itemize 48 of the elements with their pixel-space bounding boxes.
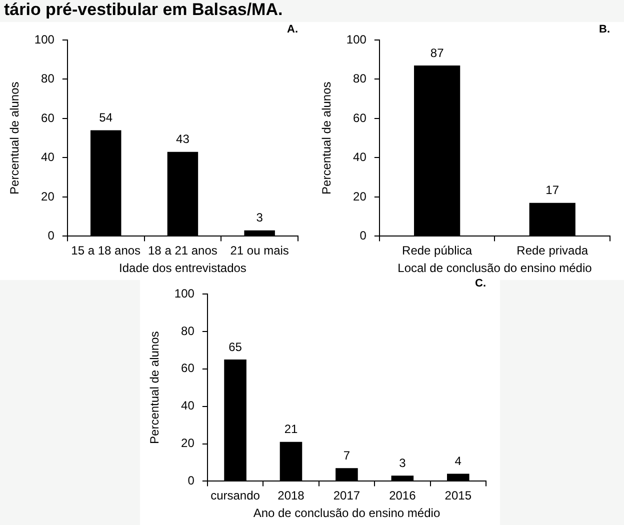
x-tick-label: Rede privada	[516, 244, 588, 258]
y-tick-label: 80	[181, 324, 195, 338]
x-tick-label: 2018	[278, 488, 305, 503]
y-tick-label: 40	[41, 150, 55, 164]
data-label: 3	[256, 210, 264, 225]
y-tick-label: 40	[353, 150, 367, 164]
y-tick-label: 20	[41, 189, 55, 204]
x-tick-label: 21 ou mais	[230, 244, 289, 258]
x-tick-label: 2016	[389, 488, 416, 503]
data-label: 65	[228, 340, 242, 354]
y-tick-label: 100	[34, 32, 55, 46]
y-tick-label: 0	[188, 474, 195, 488]
x-axis-title: Ano de conclusão do ensino médio	[253, 506, 440, 520]
x-tick-label: 2015	[444, 488, 472, 503]
y-tick-label: 60	[181, 361, 195, 376]
y-axis-title: Percentual de alunos	[148, 331, 162, 444]
y-tick-label: 100	[346, 32, 367, 46]
y-tick-label: 0	[360, 228, 367, 243]
x-tick-label: 2017	[333, 488, 360, 503]
data-label: 4	[454, 454, 462, 468]
y-tick-label: 0	[48, 228, 55, 243]
x-tick-label: 15 a 18 anos	[71, 244, 141, 258]
data-label: 3	[399, 456, 406, 470]
x-tick-label: Rede pública	[402, 244, 472, 258]
text: A.	[287, 24, 298, 36]
y-tick-label: 60	[41, 110, 55, 125]
x-axis-title: Idade dos entrevistados	[119, 261, 246, 276]
data-label: 7	[343, 448, 350, 462]
y-tick-label: 100	[174, 286, 195, 300]
y-tick-label: 20	[353, 189, 367, 204]
chart-title: tário pré-vestibular em Balsas/MA.	[3, 0, 284, 20]
y-axis-title: Percentual de alunos	[8, 82, 22, 194]
y-tick-label: 80	[41, 72, 55, 86]
y-tick-label: 20	[181, 436, 195, 450]
text: C.	[475, 278, 486, 290]
data-label: 54	[99, 110, 113, 125]
x-tick-label: 18 a 21 anos	[148, 244, 218, 258]
y-tick-label: 80	[353, 72, 367, 86]
text: B.	[599, 24, 610, 36]
y-tick-label: 60	[353, 110, 367, 125]
y-axis-title: Percentual de alunos	[320, 82, 334, 194]
y-tick-label: 40	[181, 398, 195, 413]
x-tick-label: cursando	[210, 488, 260, 503]
data-label: 87	[430, 46, 444, 60]
data-label: 21	[284, 422, 298, 436]
data-label: 17	[546, 183, 560, 198]
data-label: 43	[176, 132, 190, 146]
x-axis-title: Local de conclusão do ensino médio	[398, 261, 592, 276]
